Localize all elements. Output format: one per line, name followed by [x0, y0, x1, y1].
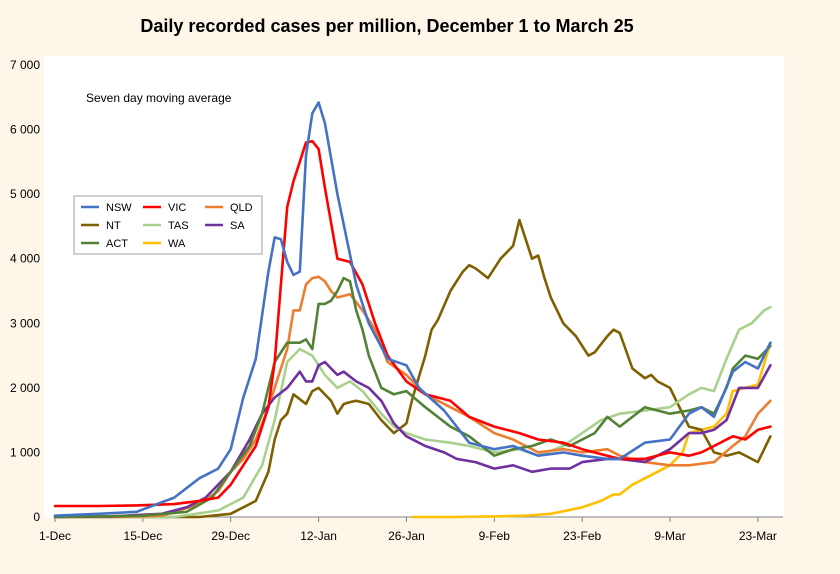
x-tick-label: 23-Feb [563, 529, 601, 543]
y-tick-label: 2 000 [10, 381, 40, 395]
legend-label-act: ACT [106, 238, 128, 250]
y-tick-label: 1 000 [10, 445, 40, 459]
legend-label-tas: TAS [168, 220, 189, 232]
x-tick-label: 26-Jan [388, 529, 425, 543]
legend-label-wa: WA [168, 238, 186, 250]
x-tick-label: 12-Jan [300, 529, 337, 543]
series-line-wa [411, 341, 772, 519]
legend-label-qld: QLD [230, 202, 253, 214]
y-tick-label: 7 000 [10, 58, 40, 72]
x-tick-label: 9-Mar [654, 529, 685, 543]
series-line-vic [53, 139, 772, 508]
x-tick-label: 23-Mar [739, 529, 777, 543]
plot-area [44, 56, 784, 518]
chart-title: Daily recorded cases per million, Decemb… [140, 16, 633, 36]
x-tick-label: 9-Feb [479, 529, 511, 543]
y-tick-label: 3 000 [10, 316, 40, 330]
x-tick-label: 15-Dec [124, 529, 163, 543]
series-line-act [53, 276, 772, 519]
legend-label-nsw: NSW [106, 202, 132, 214]
legend-box [73, 195, 263, 255]
series-line-nt [53, 218, 772, 519]
series-line-sa [53, 360, 772, 519]
chart-annotation: Seven day moving average [86, 91, 232, 105]
series-layer [53, 101, 772, 519]
legend: NSW VIC QLD NT TAS SA ACT WA [73, 195, 263, 255]
x-tick-label: 29-Dec [211, 529, 250, 543]
y-tick-label: 5 000 [10, 187, 40, 201]
series-line-nsw [53, 101, 772, 518]
legend-label-sa: SA [230, 220, 245, 232]
legend-label-vic: VIC [168, 202, 186, 214]
x-tick-label: 1-Dec [39, 529, 71, 543]
y-tick-label: 4 000 [10, 252, 40, 266]
y-tick-label: 6 000 [10, 123, 40, 137]
series-line-tas [53, 305, 772, 519]
legend-label-nt: NT [106, 220, 121, 232]
y-axis-ticks: 0 1 000 2 000 3 000 4 000 5 000 6 000 7 000 [10, 58, 40, 524]
x-axis-ticks: 1-Dec 15-Dec 29-Dec 12-Jan 26-Jan 9-Feb 23-Feb… [39, 517, 777, 543]
y-tick-label: 0 [33, 510, 40, 524]
